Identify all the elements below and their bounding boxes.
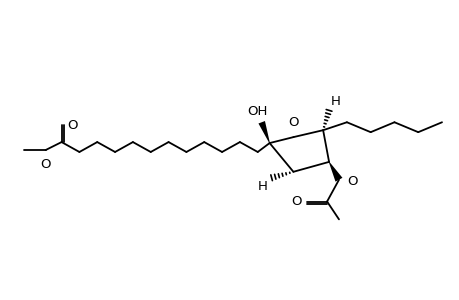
Text: O: O <box>40 158 51 171</box>
Text: H: H <box>257 180 267 193</box>
Text: O: O <box>287 116 298 129</box>
Polygon shape <box>328 162 341 182</box>
Text: H: H <box>330 95 340 108</box>
Text: OH: OH <box>247 105 267 118</box>
Text: O: O <box>290 195 301 208</box>
Text: O: O <box>346 175 357 188</box>
Polygon shape <box>258 121 269 143</box>
Text: O: O <box>67 119 78 132</box>
